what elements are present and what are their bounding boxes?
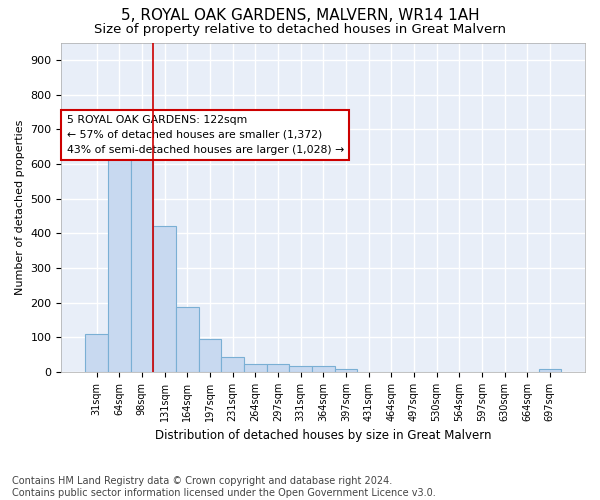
Bar: [176, 307, 199, 372]
Bar: [244, 364, 266, 372]
Bar: [289, 366, 312, 372]
Text: 5 ROYAL OAK GARDENS: 122sqm
← 57% of detached houses are smaller (1,372)
43% of : 5 ROYAL OAK GARDENS: 122sqm ← 57% of det…: [67, 115, 344, 154]
Bar: [199, 339, 221, 372]
Bar: [85, 334, 108, 372]
Y-axis label: Number of detached properties: Number of detached properties: [15, 120, 25, 295]
Text: Contains HM Land Registry data © Crown copyright and database right 2024.
Contai: Contains HM Land Registry data © Crown c…: [12, 476, 436, 498]
Bar: [266, 364, 289, 372]
Text: Size of property relative to detached houses in Great Malvern: Size of property relative to detached ho…: [94, 22, 506, 36]
Bar: [221, 358, 244, 372]
Bar: [539, 370, 561, 372]
X-axis label: Distribution of detached houses by size in Great Malvern: Distribution of detached houses by size …: [155, 430, 491, 442]
Bar: [312, 366, 335, 372]
Bar: [108, 112, 131, 372]
Bar: [131, 112, 153, 372]
Bar: [153, 226, 176, 372]
Bar: [335, 370, 357, 372]
Text: 5, ROYAL OAK GARDENS, MALVERN, WR14 1AH: 5, ROYAL OAK GARDENS, MALVERN, WR14 1AH: [121, 8, 479, 22]
